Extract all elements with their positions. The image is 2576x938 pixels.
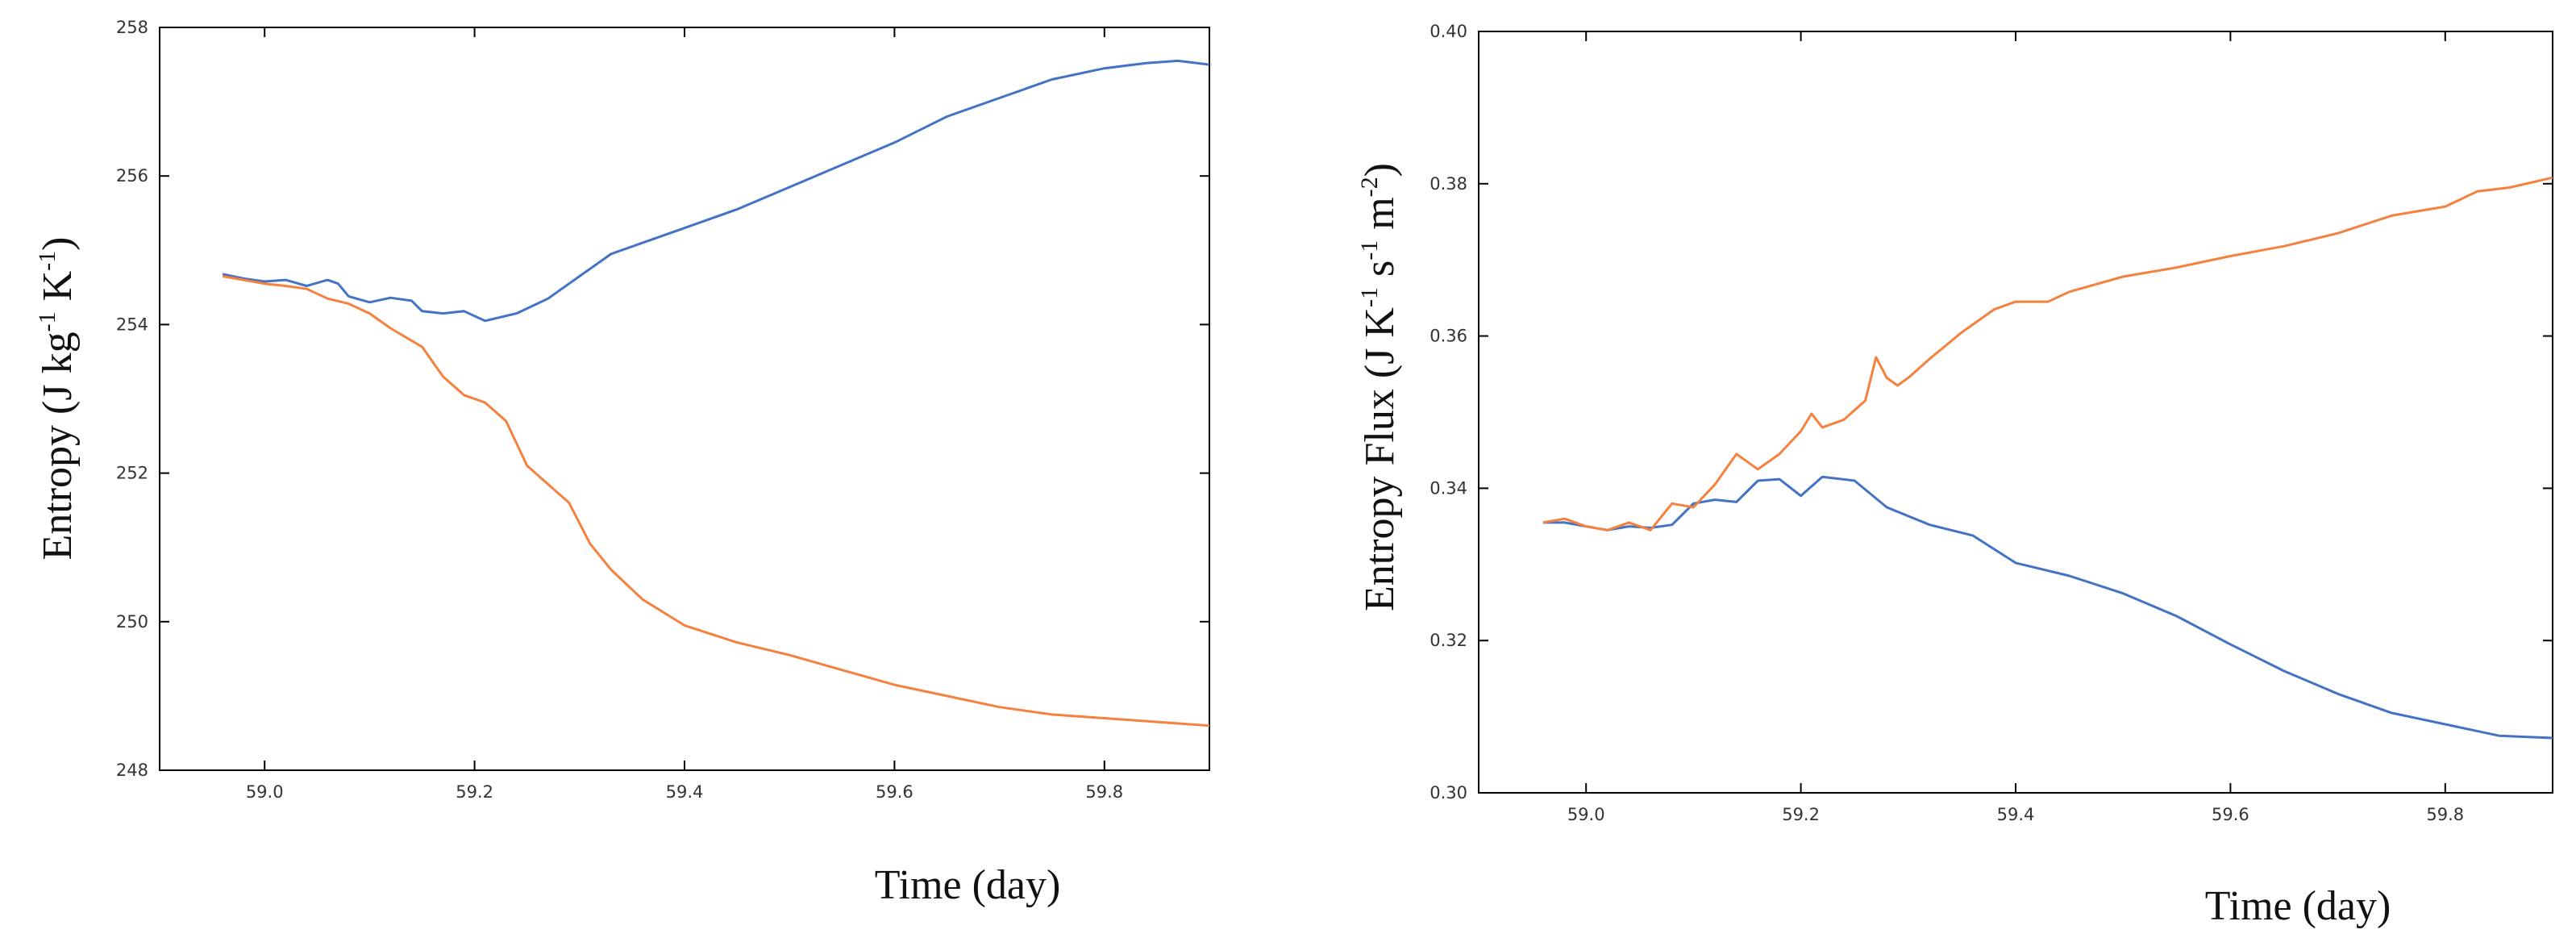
y-axis-title-part: )	[1357, 163, 1403, 177]
y-tick-label: 258	[116, 18, 148, 37]
entropy-chart: 59.0 59.2 59.4 59.6 59.8 248 250 252 254 256 258 Ti…	[34, 18, 1210, 908]
series-line-blue	[222, 59, 1210, 323]
series-line-orange	[222, 275, 1210, 727]
y-axis-title-part: -1	[34, 311, 60, 331]
x-tick-label: 59.2	[1782, 805, 1820, 824]
x-tick-label: 59.4	[1997, 805, 2035, 824]
x-tick-label: 59.6	[876, 782, 913, 802]
y-tick-label: 252	[116, 464, 148, 483]
y-axis-title-part: Entropy Flux (J K	[1357, 307, 1403, 611]
y-tick-label: 254	[116, 315, 148, 334]
x-tick-label: 59.2	[456, 782, 493, 802]
y-axis-title-part: -1	[1356, 287, 1383, 307]
y-tick-label: 0.36	[1429, 327, 1467, 346]
x-tick-label: 59.4	[666, 782, 704, 802]
y-axis-title-part: -1	[34, 251, 60, 271]
y-axis-title-part: K	[35, 270, 81, 311]
y-tick-label: 0.38	[1429, 174, 1467, 194]
plot-frame	[1478, 31, 2553, 794]
x-tick-label: 59.6	[2212, 805, 2249, 824]
y-tick-label: 0.32	[1429, 631, 1467, 650]
y-axis-title-part: )	[35, 237, 81, 251]
y-tick-label: 256	[116, 166, 148, 186]
y-tick-label: 250	[116, 612, 148, 632]
y-axis-title: Entropy Flux (J K-1 s-1 m-2)	[1356, 163, 1403, 611]
x-tick-label: 59.8	[1085, 782, 1123, 802]
x-tick-label: 59.0	[246, 782, 284, 802]
plot-frame	[159, 27, 1210, 771]
y-tick-label: 248	[116, 761, 148, 780]
y-axis-title-part: -2	[1356, 177, 1383, 197]
x-tick-label: 59.8	[2426, 805, 2464, 824]
y-axis-title: Entropy (J kg-1 K-1)	[34, 237, 81, 561]
x-axis-title: Time (day)	[2205, 883, 2391, 929]
y-tick-label: 0.40	[1429, 22, 1467, 41]
series-line-blue	[1542, 475, 2553, 740]
y-tick-label: 0.34	[1429, 478, 1467, 498]
y-axis-title-part: s	[1357, 261, 1403, 287]
y-axis-title-part: Entropy (J kg	[35, 331, 81, 560]
y-axis-title-part: m	[1357, 197, 1403, 240]
y-axis-title-part: -1	[1356, 240, 1383, 261]
series-line-orange	[1542, 176, 2553, 532]
x-axis-title: Time (day)	[875, 862, 1061, 908]
y-tick-label: 0.30	[1429, 783, 1467, 803]
entropy-flux-chart: 59.0 59.2 59.4 59.6 59.8 0.30 0.32 0.34 0.36 0.38…	[1356, 22, 2553, 929]
x-tick-label: 59.0	[1567, 805, 1605, 824]
